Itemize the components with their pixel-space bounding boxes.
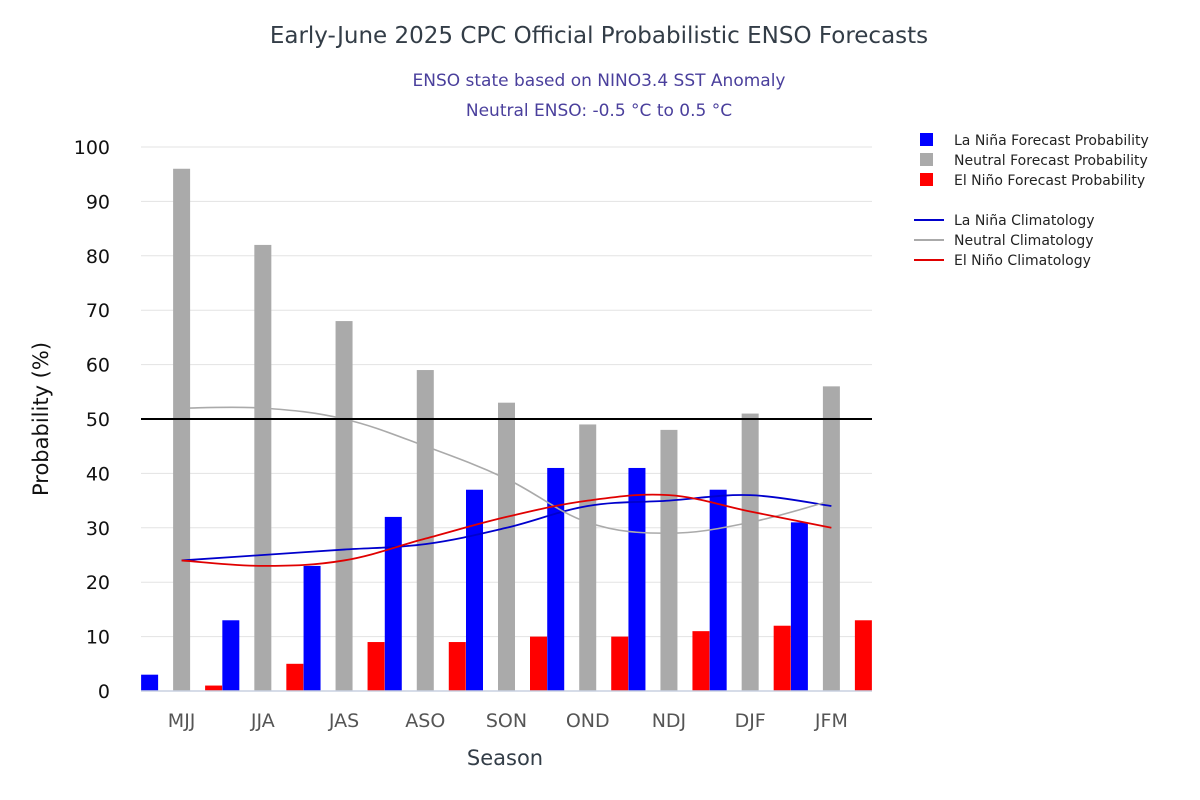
x-tick-label: JJA (250, 710, 275, 732)
bar-el-nino-mjj (205, 685, 223, 691)
x-tick-label: OND (566, 710, 610, 732)
y-tick-label: 60 (86, 355, 110, 377)
x-tick-label: SON (486, 710, 527, 732)
climatology-lines (181, 406, 832, 567)
x-tick-label: NDJ (652, 710, 686, 732)
legend-swatch-el-nino (920, 173, 933, 186)
y-tick-label: 50 (86, 409, 110, 431)
chart-subtitle-line1: ENSO state based on NINO3.4 SST Anomaly (412, 71, 785, 91)
legend-label: El Niño Forecast Probability (954, 173, 1145, 189)
x-axis-label: Season (467, 746, 543, 770)
bar-la-nina-djf (709, 489, 727, 691)
y-tick-label: 70 (86, 300, 110, 322)
x-axis-ticks: MJJ JJA JAS ASO SON OND NDJ DJF JFM (168, 710, 848, 732)
y-axis-label: Probability (%) (29, 342, 53, 496)
bar-el-nino-jfm (854, 620, 872, 691)
bar-neutral-djf (741, 413, 759, 691)
x-tick-label: JFM (814, 710, 848, 732)
bar-el-nino-jas (367, 642, 385, 691)
bar-neutral-mjj (173, 168, 191, 691)
bar-la-nina-ndj (628, 467, 646, 691)
bar-neutral-ond (579, 424, 597, 691)
y-axis-ticks: 0 10 20 30 40 50 60 70 80 90 100 (74, 137, 110, 703)
legend-label: Neutral Forecast Probability (954, 153, 1148, 169)
bar-el-nino-aso (448, 642, 466, 691)
legend-label: La Niña Climatology (954, 213, 1095, 229)
y-tick-label: 30 (86, 518, 110, 540)
y-tick-label: 20 (86, 572, 110, 594)
legend-label: Neutral Climatology (954, 233, 1094, 249)
y-tick-label: 100 (74, 137, 110, 159)
bar-el-nino-ond (611, 636, 629, 691)
bar-la-nina-ond (547, 467, 565, 691)
bar-el-nino-son (530, 636, 547, 691)
y-tick-label: 90 (86, 191, 110, 213)
y-tick-label: 40 (86, 463, 110, 485)
bar-la-nina-jas (303, 565, 321, 691)
bar-neutral-jja (254, 244, 272, 692)
bar-neutral-ndj (660, 429, 678, 691)
bar-neutral-jas (335, 321, 353, 691)
chart-subtitle-line2: Neutral ENSO: -0.5 °C to 0.5 °C (466, 101, 732, 121)
legend-label: El Niño Climatology (954, 253, 1091, 269)
x-tick-label: ASO (405, 710, 445, 732)
bar-neutral-aso (416, 370, 434, 691)
x-tick-label: MJJ (168, 710, 196, 732)
line-neutral-climatology (181, 406, 832, 535)
x-tick-label: DJF (735, 710, 766, 732)
x-tick-label: JAS (328, 710, 359, 732)
bar-neutral-jfm (822, 386, 840, 691)
y-tick-label: 0 (98, 681, 110, 703)
chart-title: Early-June 2025 CPC Official Probabilist… (270, 23, 928, 49)
legend-swatch-neutral (920, 153, 933, 166)
legend-label: La Niña Forecast Probability (954, 133, 1149, 149)
y-tick-label: 10 (86, 627, 110, 649)
y-tick-label: 80 (86, 246, 110, 268)
bar-neutral-son (498, 402, 515, 691)
line-el-nino-climatology (181, 493, 832, 567)
bar-la-nina-son (466, 489, 483, 691)
bar-la-nina-jja (222, 620, 240, 691)
bar-series (141, 168, 872, 692)
bar-el-nino-jja (286, 663, 304, 691)
bar-el-nino-ndj (692, 631, 710, 691)
line-la-nina-climatology (181, 494, 832, 562)
legend: La Niña Forecast Probability Neutral Fore… (914, 133, 1149, 269)
bar-la-nina-aso (384, 516, 402, 691)
bar-el-nino-djf (773, 625, 791, 691)
legend-swatch-la-nina (920, 133, 933, 146)
bar-la-nina-jfm (790, 522, 808, 691)
bar-la-nina-mjj (141, 674, 159, 691)
